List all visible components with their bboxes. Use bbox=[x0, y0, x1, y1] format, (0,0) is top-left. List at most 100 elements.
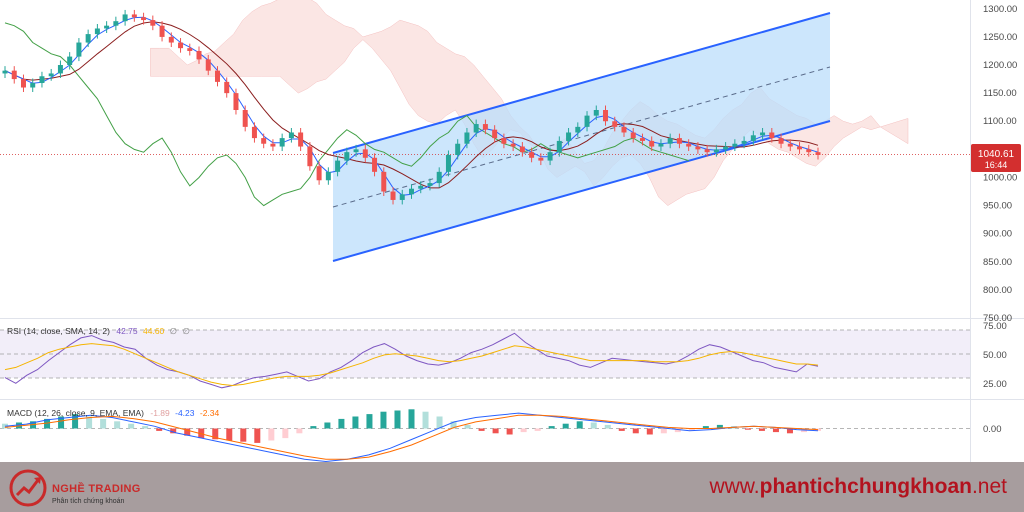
macd-histogram-bar bbox=[366, 414, 373, 429]
macd-histogram-bar bbox=[100, 418, 107, 429]
macd-histogram-bar bbox=[268, 428, 275, 441]
candle bbox=[214, 70, 220, 82]
candle bbox=[704, 149, 710, 153]
last-price-badge: 1040.61 16:44 bbox=[971, 144, 1021, 172]
macd-histogram-bar bbox=[72, 414, 79, 429]
kijun-line bbox=[4, 21, 819, 189]
candle bbox=[57, 65, 63, 74]
candle bbox=[390, 191, 396, 200]
candle bbox=[769, 132, 775, 139]
macd-layer bbox=[2, 409, 821, 462]
macd-histogram-bar bbox=[660, 428, 667, 434]
website-url[interactable]: www.phantichchungkhoan.net bbox=[709, 475, 1007, 499]
macd-legend[interactable]: MACD (12, 26, close, 9, EMA, EMA) -1.89 … bbox=[7, 408, 220, 418]
candle bbox=[131, 14, 137, 18]
macd-histogram-bar bbox=[632, 428, 639, 434]
candle bbox=[381, 171, 387, 192]
macd-histogram-bar bbox=[310, 426, 317, 429]
macd-histogram-bar bbox=[786, 428, 793, 434]
candle bbox=[482, 124, 488, 130]
macd-histogram-bar bbox=[44, 418, 51, 429]
macd-histogram-bar bbox=[464, 424, 471, 429]
candle bbox=[806, 149, 812, 153]
rsi-ma-value: 44.60 bbox=[143, 326, 165, 336]
macd-histogram-bar bbox=[198, 428, 205, 439]
candle bbox=[658, 143, 664, 147]
macd-histogram-bar bbox=[506, 428, 513, 435]
candle bbox=[815, 152, 821, 155]
candle bbox=[760, 132, 766, 136]
macd-histogram-bar bbox=[212, 428, 219, 440]
candle bbox=[325, 171, 331, 181]
macd-histogram-bar bbox=[380, 411, 387, 429]
candle bbox=[556, 140, 562, 153]
rsi-tick-25: 25.00 bbox=[983, 379, 1007, 390]
candle bbox=[104, 25, 110, 29]
candle bbox=[612, 121, 618, 127]
candle bbox=[353, 149, 359, 153]
macd-histogram-bar bbox=[338, 418, 345, 429]
candle bbox=[473, 124, 479, 133]
candle bbox=[667, 138, 673, 144]
price-tick: 1000.00 bbox=[983, 172, 1017, 183]
rsi-legend[interactable]: RSI (14, close, SMA, 14, 2) 42.75 44.60 … bbox=[7, 326, 190, 336]
macd-histogram-bar bbox=[646, 428, 653, 435]
last-price-countdown: 16:44 bbox=[985, 160, 1008, 170]
macd-histogram-bar bbox=[562, 423, 569, 429]
macd-signal-value: -2.34 bbox=[200, 408, 220, 418]
candle bbox=[205, 59, 211, 71]
macd-histogram-bar bbox=[240, 428, 247, 442]
candle bbox=[94, 28, 100, 35]
macd-histogram-bar bbox=[170, 428, 177, 434]
rsi-empty-1: ∅ bbox=[170, 326, 178, 336]
candle bbox=[159, 25, 165, 37]
candle bbox=[270, 143, 276, 147]
candle bbox=[436, 171, 442, 184]
candle bbox=[778, 138, 784, 144]
candle bbox=[2, 70, 8, 74]
channel-lower-line bbox=[332, 120, 831, 262]
candle bbox=[187, 48, 193, 51]
candle bbox=[76, 42, 82, 57]
candle bbox=[261, 138, 267, 144]
candle bbox=[510, 143, 516, 147]
candle bbox=[732, 143, 738, 147]
trading-logo-icon bbox=[9, 469, 47, 507]
candle bbox=[455, 143, 461, 155]
candle bbox=[85, 34, 91, 43]
price-tick: 1100.00 bbox=[983, 116, 1017, 127]
macd-histogram-bar bbox=[184, 428, 191, 436]
macd-histogram-bar bbox=[324, 422, 331, 429]
rsi-series-line bbox=[4, 343, 819, 387]
macd-series-line bbox=[4, 412, 819, 462]
candle bbox=[298, 132, 304, 147]
chart-area[interactable]: 1300.001250.001200.001150.001100.001050.… bbox=[0, 0, 1024, 462]
macd-histogram-bar bbox=[282, 428, 289, 439]
price-tick: 1300.00 bbox=[983, 4, 1017, 15]
candle bbox=[649, 140, 655, 147]
candle bbox=[575, 126, 581, 133]
macd-histogram-bar bbox=[534, 428, 541, 431]
macd-histogram-bar bbox=[674, 428, 681, 433]
macd-title: MACD (12, 26, close, 9, EMA, EMA) bbox=[7, 408, 144, 418]
candle bbox=[39, 76, 45, 84]
candle bbox=[372, 157, 378, 172]
rsi-tick-50: 50.00 bbox=[983, 350, 1007, 361]
candle bbox=[30, 83, 36, 88]
candle bbox=[11, 70, 17, 80]
candle bbox=[676, 138, 682, 144]
macd-histogram-bar bbox=[422, 411, 429, 429]
rsi-series-line bbox=[4, 332, 819, 389]
candle bbox=[713, 149, 719, 153]
price-tick: 1150.00 bbox=[983, 88, 1017, 99]
macd-histogram-bar bbox=[618, 428, 625, 431]
ichimoku-cloud bbox=[150, 0, 909, 206]
candle bbox=[603, 110, 609, 122]
candle bbox=[750, 135, 756, 141]
candle bbox=[233, 93, 239, 110]
macd-histogram-bar bbox=[520, 428, 527, 433]
candle bbox=[418, 185, 424, 189]
macd-histogram-bar bbox=[450, 421, 457, 429]
price-tick: 800.00 bbox=[983, 285, 1012, 296]
candle bbox=[344, 152, 350, 161]
